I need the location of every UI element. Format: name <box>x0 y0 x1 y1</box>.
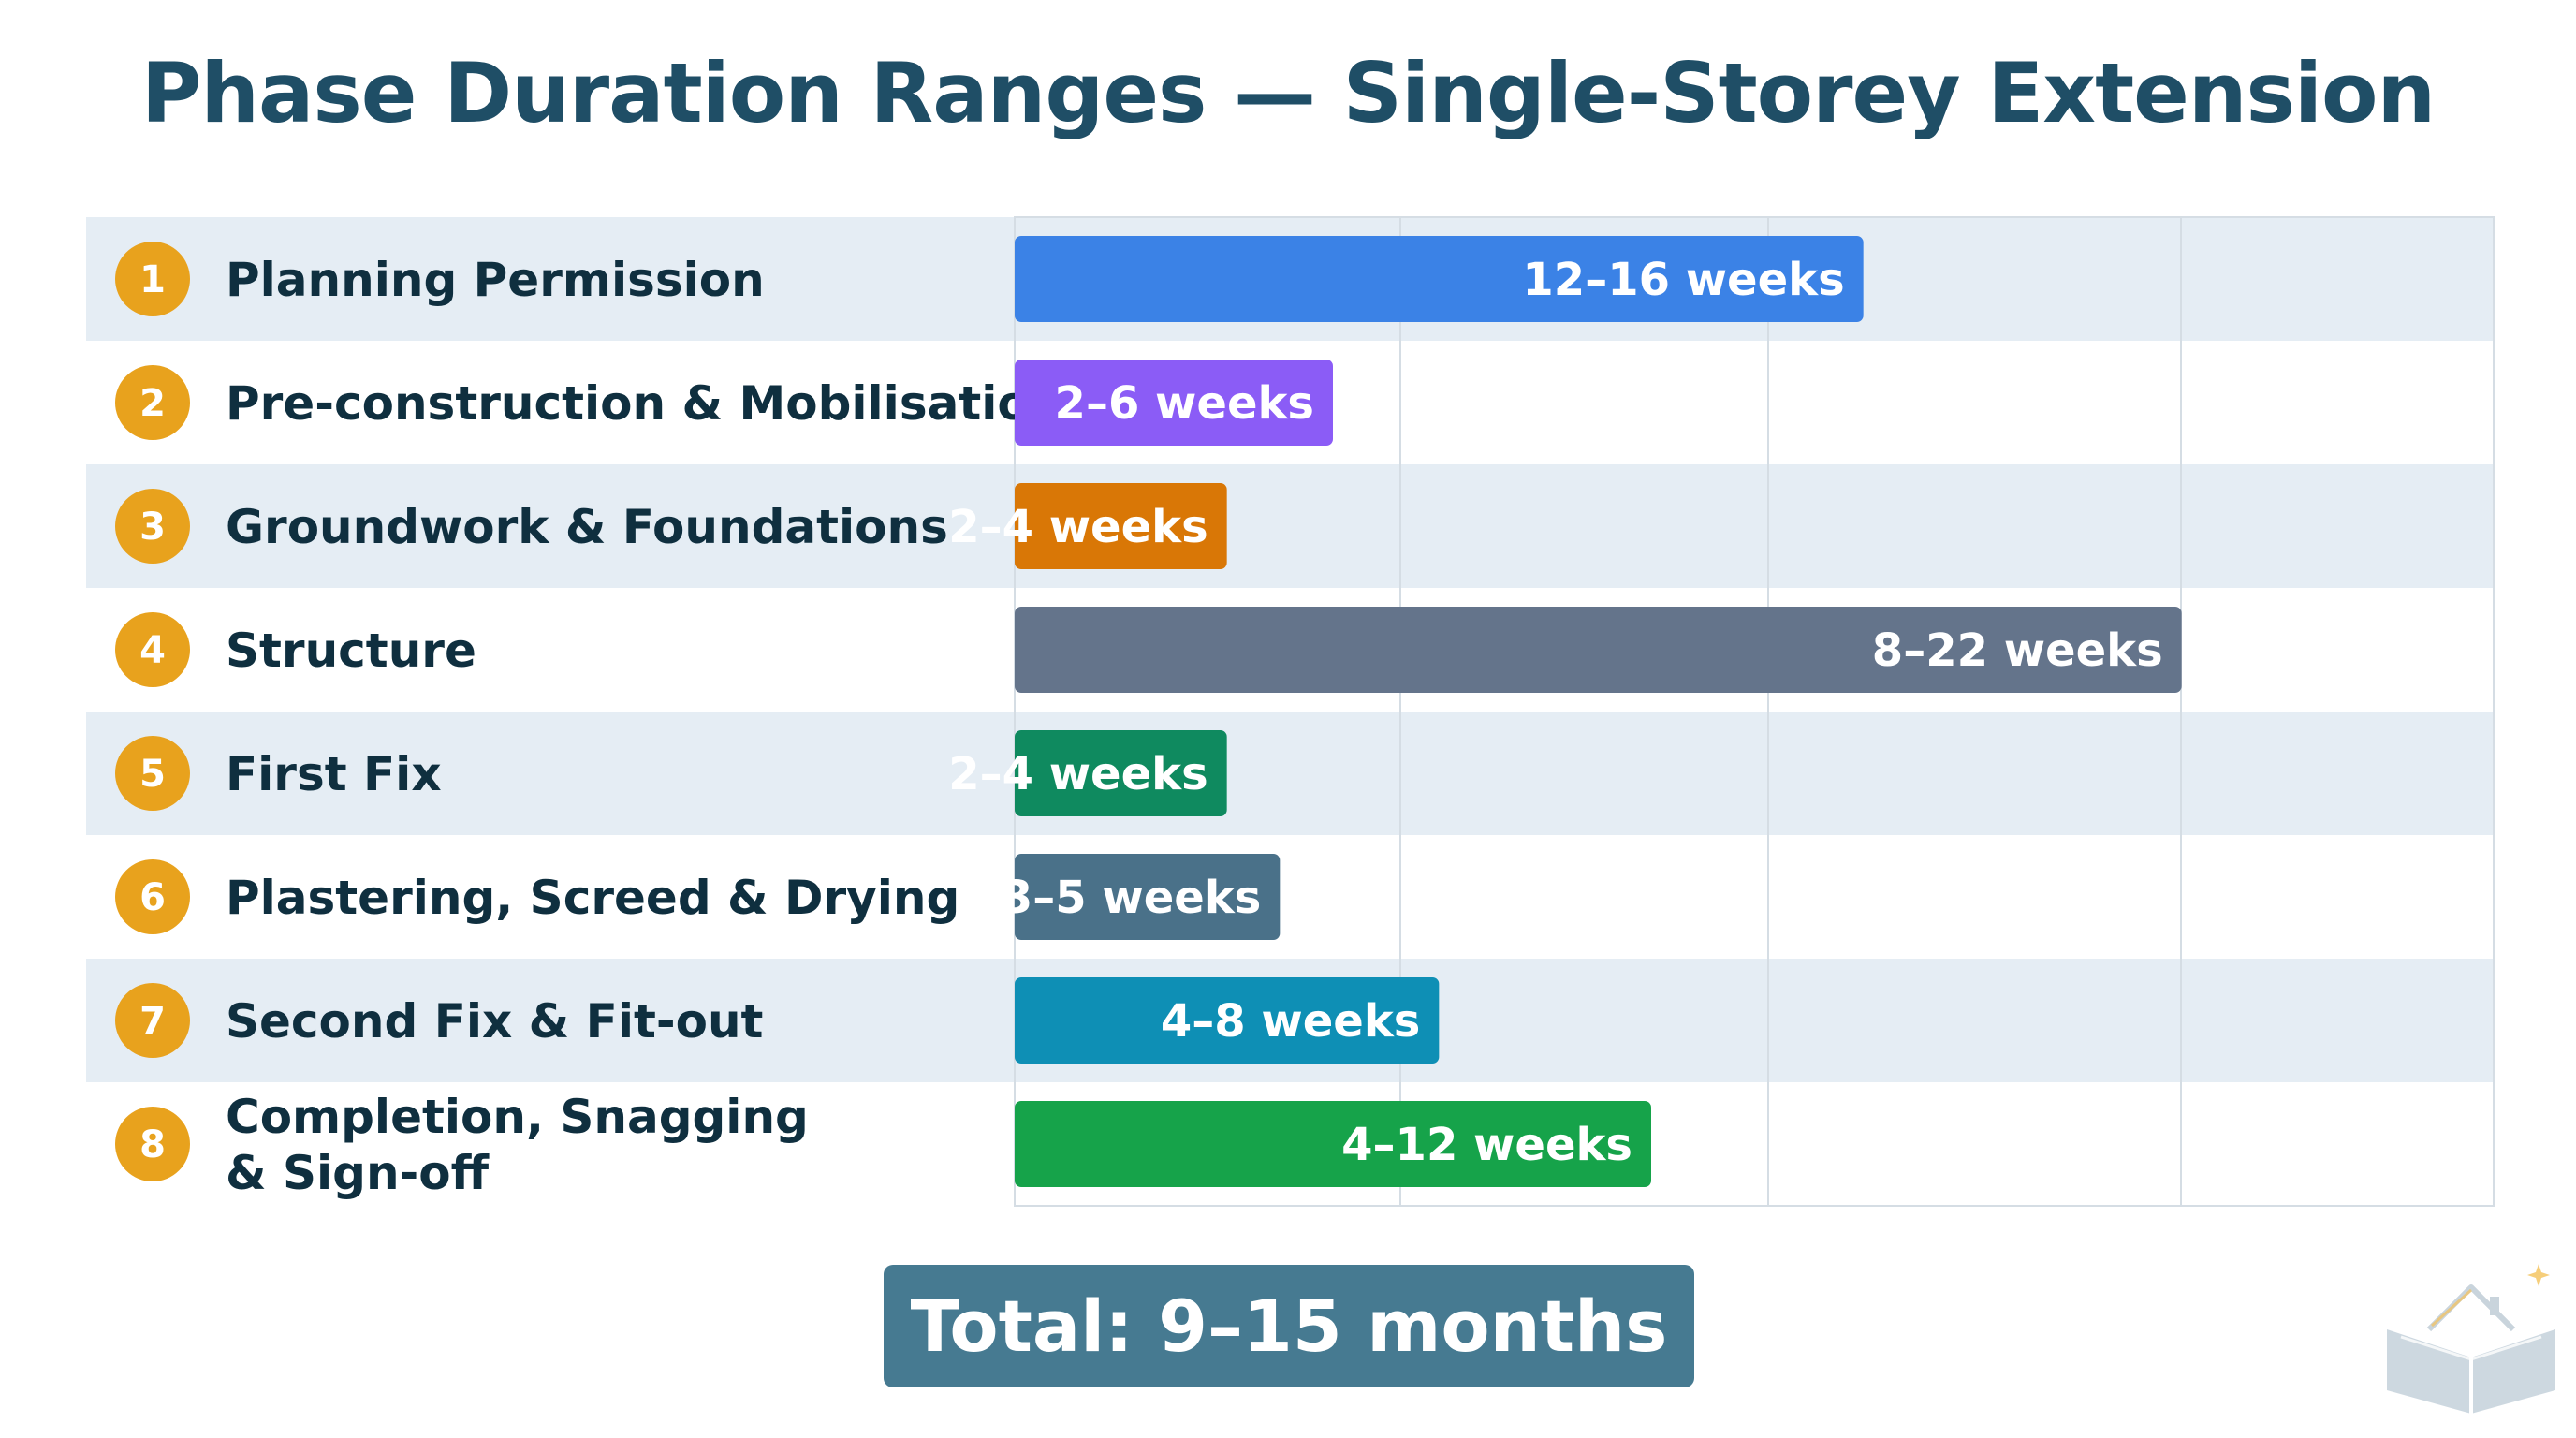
bar <box>1015 236 1864 322</box>
category-label: Plastering, Screed & Drying <box>226 871 959 925</box>
plot-border <box>1014 216 2495 1207</box>
bar <box>1015 360 1333 446</box>
step-number-badge <box>115 612 190 687</box>
step-number-badge <box>115 859 190 934</box>
row-stripe <box>86 712 2494 835</box>
row-stripe <box>86 464 2494 588</box>
step-number-badge <box>115 365 190 440</box>
step-number-badge <box>115 489 190 564</box>
bar-data-label: 4–8 weeks <box>1161 995 1420 1048</box>
page-title: Phase Duration Ranges — Single-Storey Ex… <box>140 45 2436 141</box>
bar-data-label: 2–4 weeks <box>948 748 1208 800</box>
category-label: Groundwork & Foundations <box>226 500 948 554</box>
step-number-badge <box>115 736 190 811</box>
bar <box>1015 483 1227 569</box>
bar-data-label: 4–12 weeks <box>1341 1119 1632 1171</box>
step-number-badge <box>115 242 190 316</box>
bar-data-label: 12–16 weeks <box>1522 254 1844 306</box>
category-label: First Fix <box>226 747 442 801</box>
step-number: 8 <box>139 1123 166 1167</box>
category-label: Structure <box>226 624 476 678</box>
step-number-badge <box>115 983 190 1058</box>
category-label: Completion, Snagging <box>226 1090 809 1144</box>
bar-data-label: 2–6 weeks <box>1055 377 1314 430</box>
step-number: 5 <box>139 753 166 796</box>
step-number: 2 <box>139 382 166 425</box>
category-label: & Sign-off <box>226 1146 490 1200</box>
step-number: 7 <box>139 1000 166 1043</box>
total-duration-badge: Total: 9–15 months <box>884 1265 1694 1387</box>
bar-data-label: 2–4 weeks <box>948 501 1208 553</box>
bar <box>1015 730 1227 816</box>
category-label: Pre-construction & Mobilisation <box>226 376 1062 431</box>
category-label: Second Fix & Fit-out <box>226 994 763 1049</box>
category-label: Planning Permission <box>226 253 765 307</box>
bar-data-label: 3–5 weeks <box>1002 872 1261 924</box>
bar <box>1015 854 1281 940</box>
step-number: 6 <box>139 876 166 919</box>
step-number: 3 <box>139 506 166 549</box>
bar <box>1015 977 1440 1064</box>
step-number: 1 <box>139 258 166 301</box>
bar <box>1015 1101 1651 1187</box>
open-book-house-logo-icon <box>2387 1264 2555 1414</box>
bar-data-label: 8–22 weeks <box>1872 624 2163 677</box>
step-number: 4 <box>139 629 166 672</box>
step-number-badge <box>115 1107 190 1181</box>
bar <box>1015 607 2182 693</box>
